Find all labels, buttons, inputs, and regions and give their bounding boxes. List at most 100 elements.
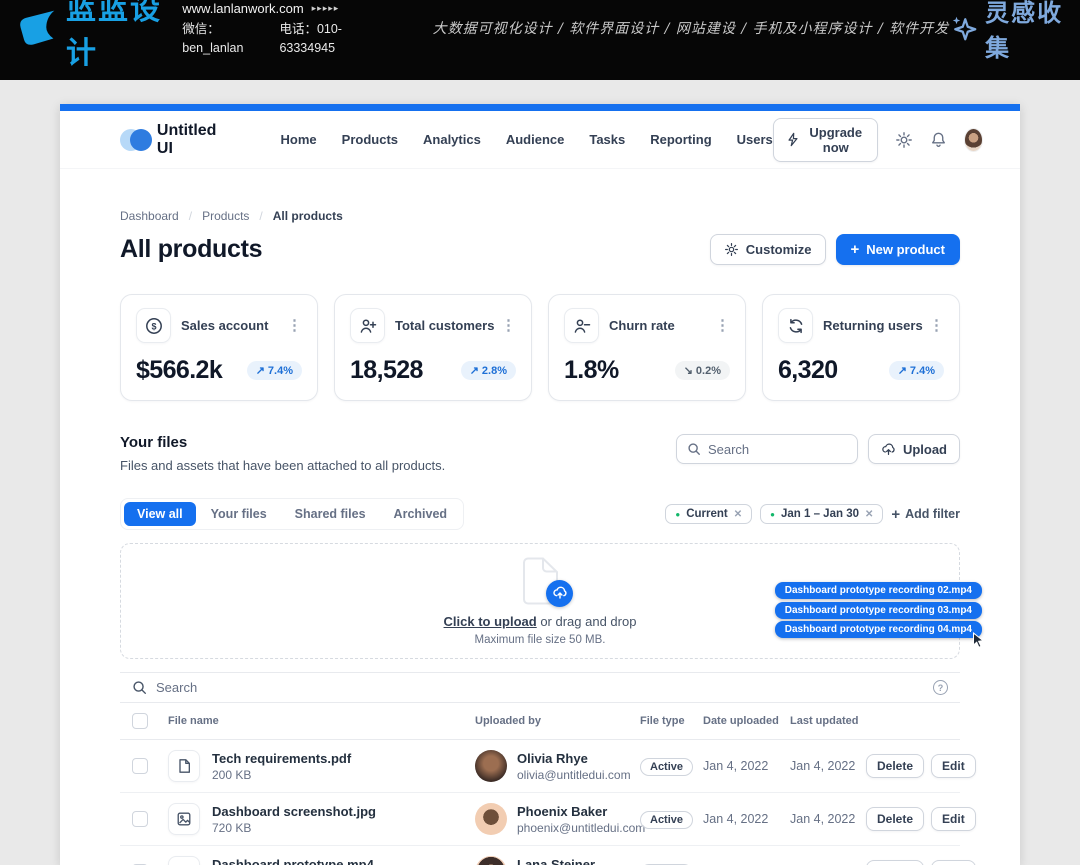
collect-logo-text: 灵感收集 (985, 0, 1064, 62)
gear-icon (724, 242, 739, 257)
stat-card-churn-rate: Churn rate ⋮ 1.8% ↘ 0.2% (548, 294, 746, 401)
trend-badge: ↗ 2.8% (460, 361, 516, 380)
tab-view-all[interactable]: View all (124, 502, 196, 526)
banner-url[interactable]: www.lanlanwork.com (182, 0, 304, 16)
upgrade-now-label: Upgrade now (809, 124, 863, 155)
upload-dropzone[interactable]: Click to upload or drag and drop Maximum… (120, 543, 985, 659)
banner-wechat: 微信：ben_lanlan (182, 22, 244, 55)
notifications-bell-icon[interactable] (930, 131, 947, 149)
nav-item-products[interactable]: Products (341, 132, 399, 147)
green-dot-icon: ● (770, 509, 775, 519)
avatar (475, 750, 507, 782)
files-search-box (675, 434, 858, 464)
customize-button[interactable]: Customize (709, 234, 826, 265)
nav-item-home[interactable]: Home (280, 132, 317, 147)
help-icon[interactable]: ? (933, 680, 948, 695)
uploader-name: Olivia Rhye (517, 750, 588, 766)
trend-up-icon: ↗ (469, 365, 479, 377)
stat-card-returning-users: Returning users ⋮ 6,320 ↗ 7.4% (762, 294, 960, 401)
row-checkbox[interactable] (132, 811, 148, 827)
file-name: Tech requirements.pdf (212, 750, 352, 766)
stats-row: $ Sales account ⋮ $566.2k ↗ 7.4% (120, 294, 960, 401)
more-options-icon[interactable]: ⋮ (287, 317, 302, 334)
column-header-file-name: File name (168, 715, 219, 727)
search-icon (132, 680, 147, 695)
banner-arrows-icon: ▸▸▸▸▸ (311, 2, 340, 13)
lanlan-logo-icon (14, 6, 58, 50)
files-section-subtitle: Files and assets that have been attached… (120, 458, 446, 473)
click-to-upload-link[interactable]: Click to upload (443, 613, 537, 629)
settings-gear-icon[interactable] (895, 131, 913, 149)
add-filter-label: Add filter (905, 507, 960, 521)
filter-chip-date-range[interactable]: ● Jan 1 – Jan 30 ✕ (760, 504, 884, 524)
stat-label: Sales account (181, 318, 269, 333)
filter-chip-current[interactable]: ● Current ✕ (665, 504, 753, 524)
date-uploaded: Jan 4, 2022 (703, 759, 769, 773)
banner-phone: 电话：010-63334945 (279, 22, 342, 55)
add-filter-button[interactable]: + Add filter (891, 507, 960, 522)
file-size: 720 KB (212, 820, 252, 835)
drag-cursor-icon (972, 632, 988, 649)
filter-label: Current (686, 508, 728, 520)
brand-name: Untitled UI (156, 121, 217, 157)
files-search-input[interactable] (707, 441, 847, 457)
edit-button[interactable]: Edit (931, 807, 976, 831)
delete-button[interactable]: Delete (866, 754, 925, 778)
stat-delta: 7.4% (267, 364, 293, 377)
nav-item-reporting[interactable]: Reporting (650, 132, 712, 147)
last-updated: Jan 4, 2022 (790, 812, 856, 826)
promo-banner: 蓝蓝设计 www.lanlanwork.com ▸▸▸▸▸ 微信：ben_lan… (0, 0, 1080, 80)
sparkle-star-icon (949, 13, 979, 43)
file-name: Dashboard screenshot.jpg (212, 803, 376, 819)
tab-archived[interactable]: Archived (381, 502, 461, 526)
stat-label: Churn rate (609, 318, 675, 333)
table-row: Tech requirements.pdf 200 KB Olivia Rhye… (120, 740, 976, 793)
edit-button[interactable]: Edit (931, 860, 976, 865)
more-options-icon[interactable]: ⋮ (929, 317, 944, 334)
breadcrumb-dashboard[interactable]: Dashboard (120, 209, 179, 223)
plus-icon: + (850, 241, 860, 258)
close-icon[interactable]: ✕ (733, 508, 743, 520)
nav-item-tasks[interactable]: Tasks (589, 132, 626, 147)
close-icon[interactable]: ✕ (864, 508, 874, 520)
tab-your-files[interactable]: Your files (198, 502, 280, 526)
refresh-icon (778, 308, 813, 343)
tab-shared-files[interactable]: Shared files (282, 502, 379, 526)
lightning-icon (786, 132, 800, 147)
delete-button[interactable]: Delete (866, 860, 925, 865)
edit-button[interactable]: Edit (931, 754, 976, 778)
table-search-input[interactable] (156, 680, 924, 695)
breadcrumb: Dashboard / Products / All products (120, 209, 960, 223)
more-options-icon[interactable]: ⋮ (501, 317, 516, 334)
row-checkbox[interactable] (132, 758, 148, 774)
delete-button[interactable]: Delete (866, 807, 925, 831)
uploader-email: phoenix@untitledui.com (517, 820, 646, 835)
nav-item-audience[interactable]: Audience (505, 132, 565, 147)
trend-badge: ↗ 7.4% (246, 361, 302, 380)
nav-item-users[interactable]: Users (736, 132, 773, 147)
filter-label: Jan 1 – Jan 30 (780, 508, 859, 520)
nav-item-analytics[interactable]: Analytics (423, 132, 481, 147)
stat-label: Returning users (823, 318, 923, 333)
file-chip[interactable]: Dashboard prototype recording 04.mp4 (774, 621, 982, 638)
file-chip[interactable]: Dashboard prototype recording 03.mp4 (774, 601, 982, 619)
select-all-checkbox[interactable] (132, 713, 148, 729)
lanlan-logo-text: 蓝蓝设计 (66, 0, 162, 71)
more-options-icon[interactable]: ⋮ (715, 317, 730, 334)
user-avatar[interactable] (963, 127, 983, 152)
upgrade-now-button[interactable]: Upgrade now (772, 117, 878, 162)
stat-value: 6,320 (778, 356, 838, 384)
file-chip[interactable]: Dashboard prototype recording 02.mp4 (774, 582, 982, 599)
customize-label: Customize (745, 242, 812, 257)
search-icon (687, 442, 701, 456)
collect-logo[interactable]: 灵感收集 (949, 0, 1066, 63)
trend-badge: ↗ 7.4% (888, 361, 944, 380)
breadcrumb-products[interactable]: Products (202, 209, 250, 223)
status-badge: Active (640, 757, 694, 776)
upload-cloud-circle-icon (546, 579, 573, 607)
new-product-button[interactable]: + New product (835, 234, 960, 265)
upload-label: Upload (902, 441, 947, 457)
last-updated: Jan 4, 2022 (790, 759, 856, 773)
app-navbar: Untitled UI Home Products Analytics Audi… (60, 111, 1020, 169)
upload-button[interactable]: Upload (867, 434, 960, 464)
